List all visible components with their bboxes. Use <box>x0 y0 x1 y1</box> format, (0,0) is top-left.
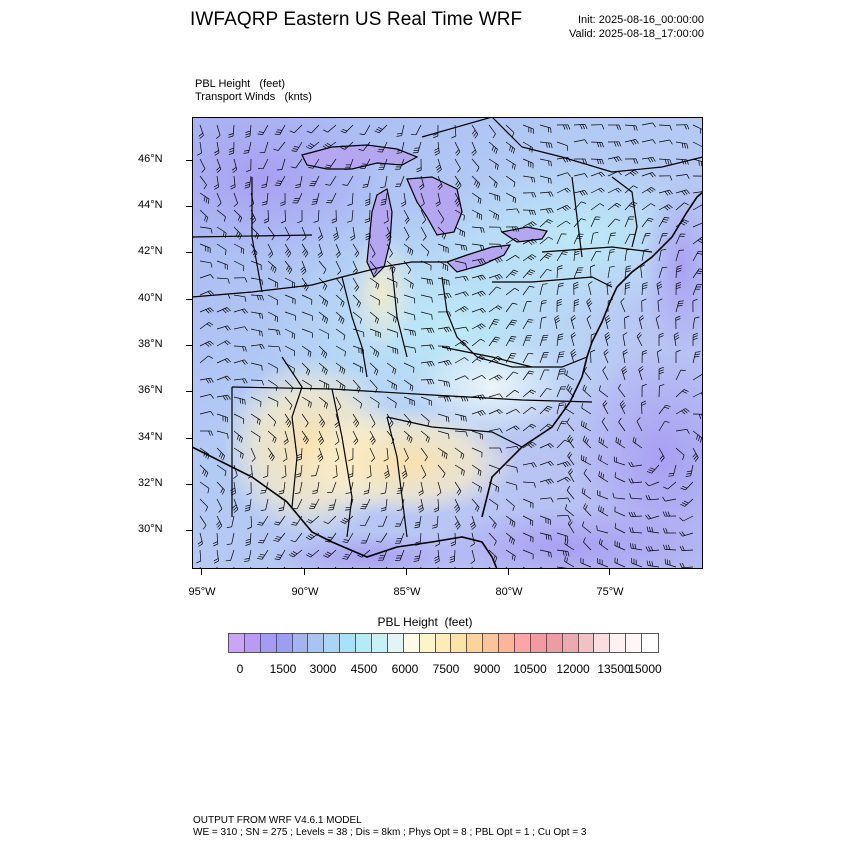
colorbar-swatch <box>594 634 611 652</box>
lake-erie <box>445 244 512 273</box>
lat-label-30: 30°N <box>138 523 163 535</box>
colorbar-swatch <box>467 634 484 652</box>
wind-label: Transport Winds (knts) <box>195 91 312 103</box>
colorbar-swatch <box>578 634 595 652</box>
boundaries <box>192 117 703 569</box>
lon-tick <box>406 569 407 575</box>
colorbar-label: 15000 <box>628 662 662 676</box>
colorbar-swatch <box>499 634 516 652</box>
colorbar-label: 12000 <box>556 662 590 676</box>
colorbar-label: 9000 <box>473 662 501 676</box>
colorbar-label: 4500 <box>350 662 378 676</box>
colorbar-swatch <box>276 634 293 652</box>
lon-label-80: 80°W <box>495 586 523 598</box>
colorbar-label: 0 <box>236 662 244 676</box>
colorbar-swatch <box>372 634 388 652</box>
colorbar-labels: 0 1500 3000 4500 6000 7500 9000 10500 12… <box>0 662 850 678</box>
colorbar-swatch <box>387 634 404 652</box>
colorbar-swatch <box>340 634 357 652</box>
lat-label-32: 32°N <box>138 477 163 489</box>
colorbar-swatch <box>451 634 468 652</box>
lon-label-85: 85°W <box>393 586 421 598</box>
lat-label-46: 46°N <box>138 153 163 165</box>
lake-ontario <box>500 226 548 243</box>
colorbar-swatch <box>419 634 436 652</box>
lon-label-90: 90°W <box>291 586 319 598</box>
colorbar-swatch <box>324 634 341 652</box>
colorbar-swatch <box>260 634 277 652</box>
colorbar-title: PBL Height (feet) <box>377 615 473 629</box>
great-lakes <box>301 144 548 279</box>
lat-tick <box>186 252 192 253</box>
lat-tick <box>186 391 192 392</box>
colorbar-label: 6000 <box>391 662 419 676</box>
colorbar-swatch <box>244 634 261 652</box>
colorbar-swatch <box>356 634 373 652</box>
colorbar-swatch <box>530 634 547 652</box>
colorbar-swatch <box>515 634 531 652</box>
lat-tick <box>186 206 192 207</box>
colorbar-swatch <box>229 634 245 652</box>
colorbar-label: 7500 <box>432 662 460 676</box>
colorbar <box>228 633 660 653</box>
colorbar-swatch <box>308 634 325 652</box>
colorbar-swatch <box>403 634 420 652</box>
lat-label-38: 38°N <box>138 338 163 350</box>
lat-tick <box>186 530 192 531</box>
atlantic-coast <box>481 191 703 518</box>
model-info: OUTPUT FROM WRF V4.6.1 MODEL <box>193 815 362 826</box>
lake-superior <box>301 144 419 170</box>
lat-label-36: 36°N <box>138 384 163 396</box>
init-time: Init: 2025-08-16_00:00:00 <box>578 14 704 26</box>
lat-label-44: 44°N <box>138 199 163 211</box>
lat-label-40: 40°N <box>138 292 163 304</box>
pbl-height-map <box>192 117 703 569</box>
colorbar-swatch <box>435 634 452 652</box>
valid-time: Valid: 2025-08-18_17:00:00 <box>569 28 704 40</box>
field-label: PBL Height (feet) <box>195 78 286 90</box>
lake-michigan <box>366 188 393 279</box>
map-panel <box>192 117 703 569</box>
lon-tick <box>508 569 509 575</box>
colorbar-swatch <box>610 634 627 652</box>
colorbar-swatch <box>483 634 500 652</box>
lat-tick <box>186 299 192 300</box>
lon-label-95: 95°W <box>188 586 216 598</box>
gulf-coast <box>192 446 498 569</box>
colorbar-swatch <box>546 634 563 652</box>
plot-title: IWFAQRP Eastern US Real Time WRF <box>190 9 523 30</box>
lon-tick <box>304 569 305 575</box>
colorbar-label: 3000 <box>309 662 337 676</box>
lat-tick <box>186 160 192 161</box>
model-settings: WE = 310 ; SN = 275 ; Levels = 38 ; Dis … <box>193 827 587 838</box>
colorbar-swatch <box>292 634 309 652</box>
lat-tick <box>186 484 192 485</box>
lon-label-75: 75°W <box>596 586 624 598</box>
colorbar-label: 1500 <box>269 662 297 676</box>
colorbar-swatch <box>626 634 643 652</box>
colorbar-swatch <box>562 634 579 652</box>
lat-tick <box>186 345 192 346</box>
lat-label-42: 42°N <box>138 245 163 257</box>
lon-tick <box>201 569 202 575</box>
colorbar-swatch <box>642 634 659 652</box>
colorbar-label: 13500 <box>597 662 631 676</box>
lat-tick <box>186 438 192 439</box>
lon-tick <box>609 569 610 575</box>
colorbar-label: 10500 <box>513 662 547 676</box>
lat-label-34: 34°N <box>138 431 163 443</box>
wind-barbs <box>196 122 703 569</box>
